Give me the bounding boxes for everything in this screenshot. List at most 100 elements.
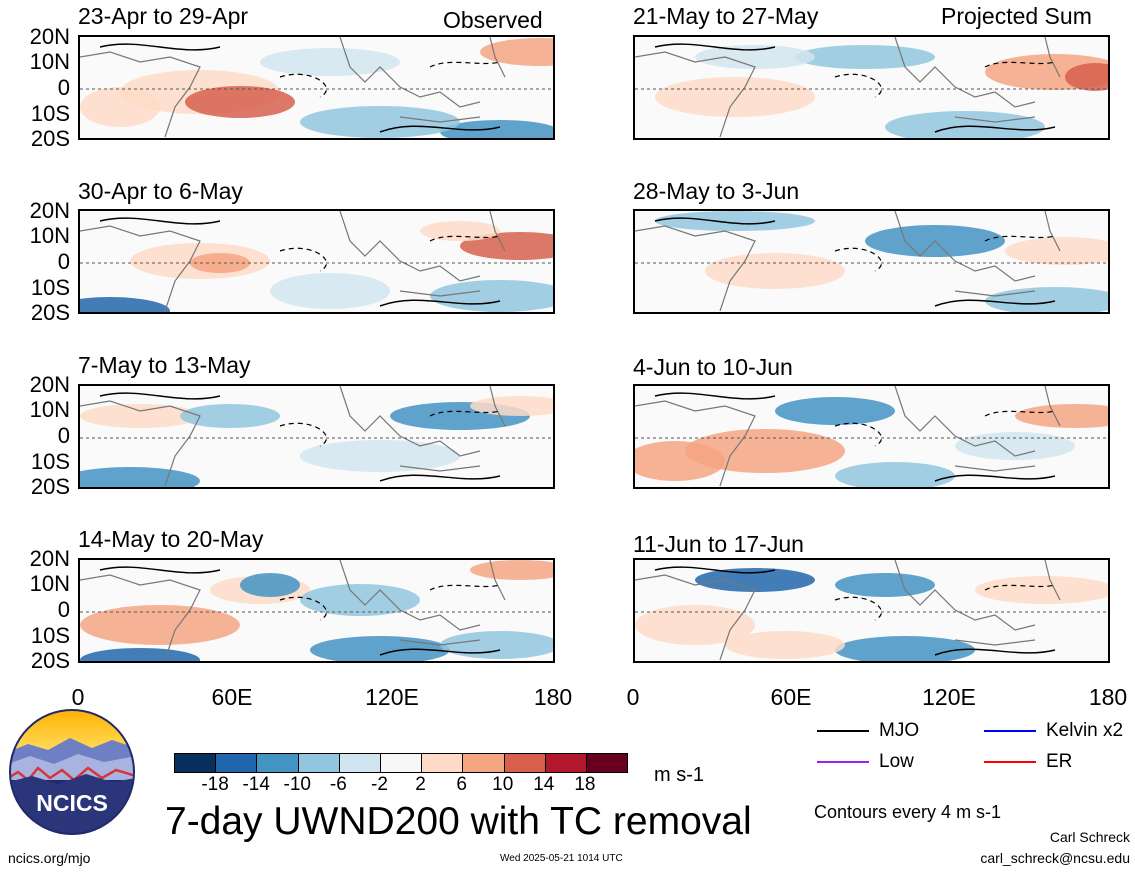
anomaly-shading [80, 605, 240, 645]
panel-title: 30-Apr to 6-May [78, 178, 243, 204]
anomaly-field [80, 211, 553, 312]
y-tick: 20N [29, 372, 70, 397]
mjo-contour [99, 566, 501, 656]
x-tick: 180 [1088, 684, 1128, 710]
legend-label: MJO [879, 720, 920, 741]
map-panel [633, 35, 1110, 140]
observed-label: Observed [443, 7, 543, 33]
anomaly-field [80, 386, 553, 487]
mjo-contour-negative [279, 584, 501, 621]
coastline [635, 37, 1061, 138]
colorbar-swatch [422, 754, 464, 772]
coastline [80, 560, 506, 661]
anomaly-shading [470, 396, 553, 416]
coastline [635, 211, 1061, 312]
colorbar-tick: -18 [201, 774, 229, 795]
mjo-contour [99, 217, 501, 307]
anomaly-shading [725, 631, 845, 659]
map-panel [78, 35, 555, 140]
anomaly-shading [80, 467, 200, 487]
y-tick: 20S [30, 300, 70, 325]
x-tick: 0 [626, 684, 640, 710]
y-tick: 0 [57, 75, 70, 100]
anomaly-shading [80, 297, 170, 312]
mjo-contour [99, 392, 501, 482]
anomaly-shading [835, 462, 955, 487]
x-tick: 60E [211, 684, 253, 710]
y-axis-labels: 20N 10N 0 10S 20S [0, 198, 70, 324]
y-tick: 20N [29, 198, 70, 223]
ncics-logo[interactable]: NCICS [8, 708, 136, 836]
map-panel [78, 558, 555, 663]
y-tick: 10N [29, 49, 70, 74]
email[interactable]: carl_schreck@ncsu.edu [980, 850, 1130, 866]
colorbar-tick: 6 [456, 774, 467, 795]
timestamp: Wed 2025-05-21 1014 UTC [500, 853, 623, 864]
anomaly-shading [885, 111, 1045, 138]
anomaly-shading [695, 45, 815, 69]
y-tick: 20N [29, 24, 70, 49]
colorbar-tick: 2 [415, 774, 426, 795]
logo-text: NCICS [36, 790, 108, 816]
map-panel [78, 209, 555, 314]
mjo-contour-negative [279, 235, 501, 272]
colorbar-swatch [216, 754, 258, 772]
anomaly-shading [430, 280, 553, 312]
coastline [635, 386, 1061, 487]
legend-line [817, 730, 869, 732]
mjo-contour [654, 392, 1056, 482]
anomaly-shading [420, 221, 500, 241]
site-link[interactable]: ncics.org/mjo [8, 850, 91, 866]
anomaly-shading [1005, 237, 1108, 265]
x-tick: 0 [71, 684, 85, 710]
y-tick: 10N [29, 397, 70, 422]
anomaly-shading [440, 631, 553, 659]
anomaly-shading [955, 432, 1075, 460]
legend-er: ER [984, 751, 1072, 773]
y-tick: 10N [29, 223, 70, 248]
mjo-contour-negative [279, 61, 501, 98]
colorbar-swatch [586, 754, 628, 772]
anomaly-field [635, 37, 1108, 138]
mjo-contour-negative [834, 584, 1056, 621]
anomaly-shading [480, 38, 553, 66]
panel-title: 4-Jun to 10-Jun [633, 354, 793, 380]
anomaly-shading [300, 106, 460, 138]
x-tick: 60E [770, 684, 812, 710]
colorbar-tick: 14 [533, 774, 555, 795]
colorbar-tick: -2 [371, 774, 388, 795]
coastline [80, 211, 506, 312]
colorbar-tick: 10 [492, 774, 514, 795]
main-title: 7-day UWND200 with TC removal [165, 800, 752, 843]
anomaly-shading [685, 429, 845, 473]
colorbar-swatch [257, 754, 299, 772]
y-tick: 20S [30, 474, 70, 499]
projected-sum-label: Projected Sum [941, 3, 1092, 29]
mjo-contour-negative [834, 61, 1056, 98]
colorbar-swatch [545, 754, 587, 772]
mjo-contour [654, 566, 1056, 656]
y-axis-labels: 20N 10N 0 10S 20S [0, 548, 70, 672]
anomaly-shading [440, 120, 553, 138]
y-tick: 0 [57, 249, 70, 274]
anomaly-shading [655, 211, 815, 231]
y-axis-labels: 20N 10N 0 10S 20S [0, 24, 70, 150]
anomaly-field [635, 560, 1108, 661]
y-tick: 10S [30, 101, 70, 126]
colorbar [174, 753, 628, 773]
colorbar-swatch [298, 754, 340, 772]
mjo-contour [654, 217, 1056, 307]
coastline [80, 37, 506, 138]
legend-line [984, 761, 1036, 763]
map-panel [633, 558, 1110, 663]
legend-label: Low [879, 751, 914, 772]
author: Carl Schreck [1049, 829, 1130, 845]
anomaly-shading [795, 45, 935, 69]
anomaly-shading [470, 560, 553, 580]
panel-title: 23-Apr to 29-Apr [78, 3, 249, 29]
panel-title: 11-Jun to 17-Jun [633, 531, 804, 557]
anomaly-field [80, 560, 553, 661]
colorbar-swatch [463, 754, 505, 772]
contour-note: Contours every 4 m s-1 [814, 802, 1002, 822]
y-axis-labels: 20N 10N 0 10S 20S [0, 372, 70, 498]
